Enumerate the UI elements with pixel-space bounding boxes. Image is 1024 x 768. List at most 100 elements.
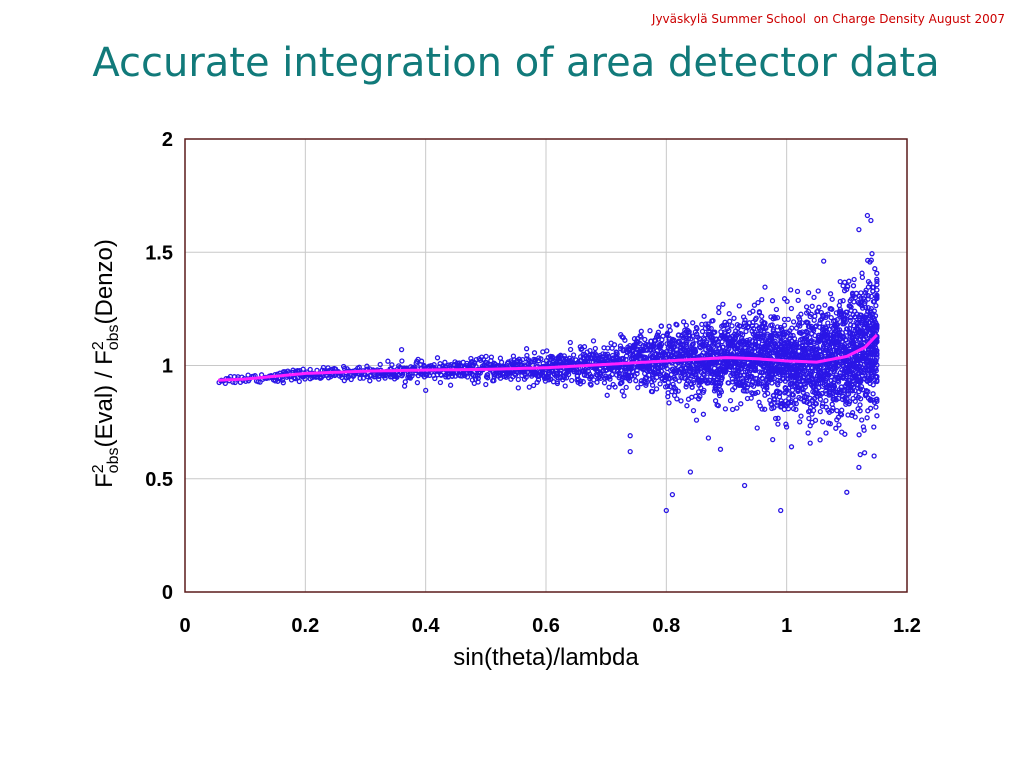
scatter-point-2925 (829, 306, 835, 312)
scatter-point-3393 (859, 274, 866, 281)
scatter-point-1169 (655, 364, 661, 371)
scatter-point-669 (555, 375, 561, 381)
scatter-point-3656 (868, 217, 874, 224)
scatter-point-520 (515, 376, 521, 383)
scatter-point-1611 (712, 329, 718, 335)
scatter-point-1876 (741, 320, 748, 326)
scatter-point-1978 (750, 383, 757, 389)
scatter-point-435 (488, 357, 494, 364)
scatter-point-2358 (784, 298, 790, 305)
scatter-point-3517 (869, 251, 875, 257)
scatter-point-554 (523, 346, 530, 352)
scatter-point-2211 (772, 415, 779, 422)
scatter-point-2850 (823, 430, 829, 436)
scatter-point-2649 (809, 303, 815, 309)
scatter-point-3514 (867, 405, 874, 411)
scatter-point-3160 (844, 326, 850, 332)
scatter-point-2086 (760, 337, 766, 344)
scatter-point-2946 (829, 408, 835, 414)
scatter-point-3458 (864, 415, 870, 421)
scatter-point-2698 (812, 313, 818, 319)
scatter-point-957 (621, 393, 627, 399)
scatter-point-1347 (680, 319, 687, 325)
scatter-point-2774 (817, 320, 823, 326)
scatter-point-162 (364, 363, 370, 369)
scatter-point-1319 (678, 398, 684, 404)
scatter-point-1122 (648, 388, 655, 395)
scatter-point-2920 (828, 314, 834, 321)
scatter-point-1736 (726, 327, 732, 334)
scatter-point-383 (468, 355, 474, 362)
x-tick-label-5: 1 (781, 615, 792, 637)
scatter-point-2909 (827, 291, 834, 297)
y-tick-label-0: 0 (162, 582, 173, 604)
scatter-point-3650 (705, 435, 712, 441)
scatter-point-371 (464, 374, 471, 380)
scatter-point-3603 (874, 270, 880, 276)
scatter-point-1130 (651, 377, 657, 383)
scatter-point-3012 (835, 395, 842, 402)
scatter-point-2527 (798, 311, 804, 317)
scatter-point-2916 (827, 421, 833, 427)
scatter-point-3192 (847, 303, 853, 309)
scatter-point-1697 (722, 406, 729, 412)
scatter-point-1457 (693, 324, 700, 331)
scatter-point-1778 (729, 406, 736, 413)
scatter-point-258 (414, 379, 421, 386)
scatter-point-2755 (815, 385, 822, 391)
scatter-point-2617 (805, 308, 812, 315)
scatter-point-2792 (820, 419, 826, 425)
scatter-point-1847 (737, 323, 744, 329)
scatter-point-290 (431, 362, 437, 368)
scatter-point-1291 (673, 388, 679, 395)
scatter-point-715 (567, 346, 574, 353)
scatter-point-2340 (783, 421, 789, 427)
scatter-point-3073 (838, 308, 844, 315)
scatter-point-2944 (830, 405, 836, 411)
scatter-point-880 (606, 384, 612, 390)
scatter-point-2205 (772, 338, 778, 344)
scatter-point-3259 (852, 414, 858, 420)
scatter-point-1763 (728, 364, 734, 370)
scatter-point-761 (578, 346, 584, 352)
scatter-point-3579 (872, 266, 878, 272)
scatter-point-2959 (830, 380, 837, 386)
scatter-point-2380 (785, 316, 791, 323)
scatter-point-648 (549, 353, 555, 360)
scatter-point-539 (519, 356, 526, 363)
scatter-point-770 (581, 344, 588, 350)
scatter-point-3653 (778, 507, 784, 514)
scatter-point-2801 (820, 401, 826, 407)
scatter-point-1561 (708, 325, 714, 332)
scatter-point-3336 (857, 402, 863, 408)
scatter-point-1443 (692, 347, 698, 353)
x-axis-label: sin(theta)/lambda (453, 644, 639, 671)
scatter-point-1606 (712, 398, 719, 404)
y-tick-labels: 0 0.5 1 1.5 2 (145, 129, 173, 604)
scatter-point-1166 (654, 332, 661, 338)
scatter-point-3634 (874, 373, 880, 380)
x-tick-label-3: 0.6 (532, 615, 560, 637)
scatter-point-3156 (844, 309, 850, 315)
scatter-point-1479 (698, 385, 704, 391)
scatter-point-2736 (815, 288, 821, 294)
scatter-point-1730 (725, 380, 732, 386)
scatter-point-2564 (801, 398, 807, 405)
scatter-point-2493 (796, 348, 802, 354)
scatter-point-1188 (658, 323, 664, 329)
scatter-point-3358 (859, 417, 865, 423)
scatter-point-325 (447, 382, 454, 388)
scatter-point-3026 (836, 302, 842, 309)
scatter-point-311 (442, 359, 448, 365)
scatter-point-1306 (675, 388, 681, 394)
scatter-point-3607 (872, 313, 879, 319)
scatter-point-2761 (815, 336, 821, 342)
scatter-point-3184 (847, 399, 853, 405)
scatter-point-3149 (844, 396, 850, 402)
scatter-point-3269 (852, 295, 858, 301)
scatter-point-578 (531, 350, 538, 356)
scatter-point-2879 (825, 320, 831, 326)
x-tick-label-6: 1.2 (893, 615, 921, 637)
scatter-point-1679 (720, 301, 726, 307)
scatter-point-726 (569, 377, 575, 384)
